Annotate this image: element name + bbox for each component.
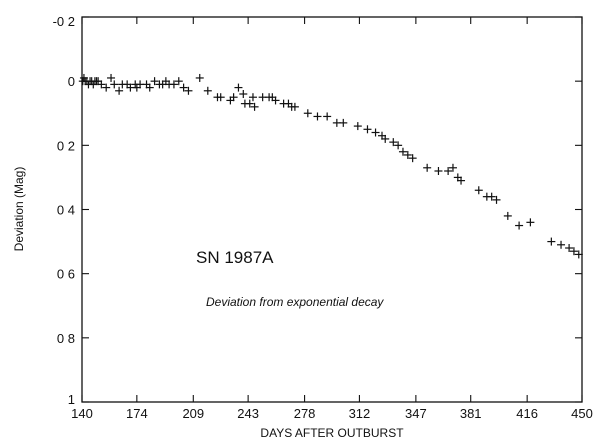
data-point [169,80,178,89]
data-point [398,147,407,156]
data-point [216,93,225,102]
x-tick-label: 140 [71,406,93,421]
data-point [569,247,578,256]
annotation-deviation: Deviation from exponential decay [206,295,384,309]
data-point [150,77,159,86]
data-point [245,99,254,108]
data-point [565,244,574,252]
data-point [323,112,332,121]
x-tick-label: 416 [516,406,538,421]
data-point [234,83,243,92]
data-point [248,93,257,102]
y-tick-label: 0 4 [57,203,75,218]
data-point [229,93,238,102]
data-point [457,176,466,185]
y-tick-label: -0 2 [53,14,75,29]
data-point [394,141,403,150]
data-point [363,125,372,134]
data-point [115,86,124,95]
data-point [97,80,106,89]
data-points [78,73,583,259]
ticks [81,16,583,403]
y-tick-label: 0 2 [57,138,75,153]
x-tick-label: 209 [182,406,204,421]
data-point [434,167,443,175]
data-point [174,77,183,86]
data-point [195,73,204,82]
data-point [381,134,390,143]
data-point [503,211,512,220]
y-tick-label: 0 [68,74,75,89]
x-tick-label: 381 [460,406,482,421]
x-tick-label: 278 [294,406,316,421]
y-tick-label: 0 6 [57,267,75,282]
x-tick-label: 450 [571,406,593,421]
data-point [389,138,398,147]
data-point [403,150,412,159]
data-point [371,128,380,137]
data-point [203,86,212,95]
data-point [102,83,111,92]
data-point [339,118,348,127]
data-point [353,122,362,131]
data-point [574,250,583,259]
tick-labels: 140 174 209 243 278 312 347 381 416 450 -0 2 0 0 2 0 … [53,14,593,421]
data-point [250,102,259,111]
y-tick-label: 0 8 [57,331,75,346]
data-point [184,86,193,95]
x-tick-label: 174 [126,406,148,421]
data-point [408,154,417,163]
x-axis-label: DAYS AFTER OUTBURST [260,426,404,440]
plot-frame [81,16,583,403]
data-point [474,186,483,195]
annotation-sn1987a: SN 1987A [196,248,274,267]
x-tick-label: 312 [349,406,371,421]
data-point [492,195,501,204]
data-point [557,240,566,249]
data-point [547,237,556,246]
data-point [107,73,116,82]
data-point [515,221,524,230]
data-point [110,80,119,89]
data-point [423,163,432,172]
data-point [145,83,154,92]
data-point [179,83,188,92]
data-point [444,167,453,175]
x-tick-label: 243 [237,406,259,421]
data-point [448,163,457,172]
data-point [487,192,496,201]
data-point [290,102,299,111]
x-tick-label: 347 [405,406,427,421]
data-point [526,218,535,227]
y-tick-label: 1 [68,392,75,407]
data-point [239,90,248,98]
data-point [303,109,312,118]
y-axis-label: Deviation (Mag) [12,167,26,252]
data-point [313,112,322,121]
data-point [271,96,280,105]
